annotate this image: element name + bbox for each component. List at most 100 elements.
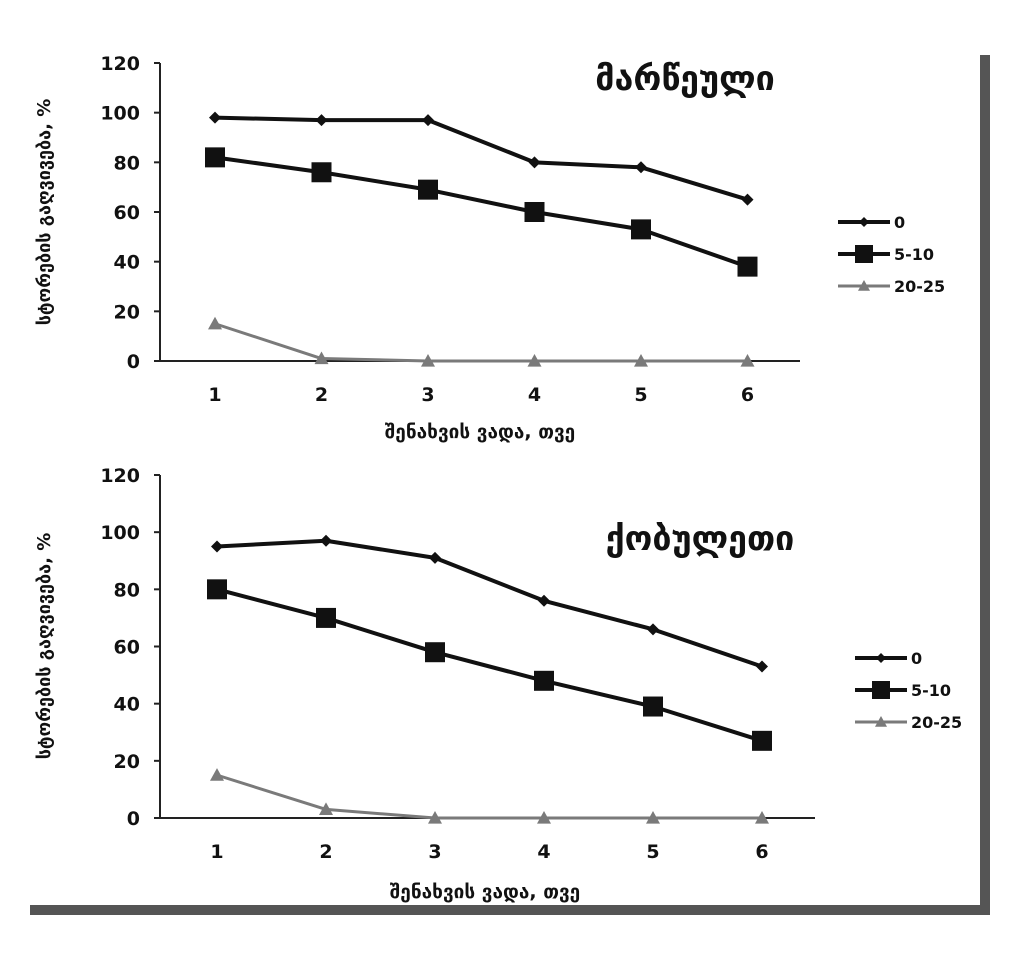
legend-label: 5-10: [894, 245, 934, 264]
legend-label: 0: [894, 213, 905, 232]
frame-shadow-bottom: [30, 905, 990, 915]
legend-marker: [858, 280, 870, 291]
y-tick-label: 0: [127, 808, 140, 830]
y-tick-label: 80: [114, 579, 140, 601]
series-0: [209, 111, 754, 206]
data-point: [311, 162, 332, 183]
data-point: [537, 811, 551, 824]
x-axis-label: შენახვის ვადა, თვე: [385, 421, 575, 443]
y-tick-label: 100: [100, 103, 140, 125]
legend-label: 20-25: [911, 713, 962, 732]
series-line: [216, 587, 763, 743]
data-point: [528, 156, 541, 169]
legend-marker: [859, 217, 869, 227]
legend-marker: [855, 245, 873, 263]
legend-marker: [872, 681, 890, 699]
chart-title: მარწეული: [595, 59, 775, 99]
legend-marker: [875, 716, 887, 727]
legend-marker: [876, 653, 886, 663]
legend-entry-0: 0: [838, 213, 905, 232]
x-tick-label: 2: [315, 384, 328, 406]
data-point: [527, 354, 542, 367]
chart-title: ქობულეთი: [606, 519, 795, 559]
data-point: [418, 179, 438, 200]
x-tick-label: 1: [208, 384, 221, 406]
data-point: [643, 696, 663, 717]
legend-entry-5-10: 5-10: [838, 245, 934, 264]
y-tick-label: 60: [114, 202, 140, 224]
data-point: [422, 114, 434, 127]
data-point: [211, 540, 223, 553]
data-point: [421, 354, 435, 367]
y-tick-label: 120: [100, 53, 140, 75]
legend-entry-5-10: 5-10: [855, 681, 951, 700]
y-tick-label: 20: [114, 751, 140, 773]
legend-entry-20-25: 20-25: [855, 713, 962, 732]
x-tick-label: 3: [428, 841, 441, 863]
x-tick-label: 6: [755, 841, 768, 863]
series-line: [214, 322, 748, 363]
chart-panel-2: 0 20 40 60 80 100 120 1 2 3 4 5 6 ქობულეთი შენახვის ვა…: [34, 465, 962, 903]
data-point: [737, 256, 758, 277]
frame-shadow-right: [980, 55, 990, 915]
x-tick-label: 5: [646, 841, 659, 863]
y-axis-label: სტორების გაღვივება, %: [34, 533, 55, 760]
series-20-25: [208, 316, 755, 367]
x-axis-label: შენახვის ვადა, თვე: [390, 881, 580, 903]
series-5-10: [205, 147, 758, 277]
series-5-10: [207, 579, 772, 751]
data-point: [741, 193, 754, 206]
y-tick-label: 40: [114, 694, 140, 716]
data-point: [646, 811, 660, 824]
legend-entry-0: 0: [855, 649, 922, 668]
x-tick-label: 6: [741, 384, 754, 406]
x-tick-label: 4: [537, 841, 550, 863]
series-line: [216, 773, 762, 820]
data-point: [524, 202, 545, 222]
y-axis-label: სტორების გაღვივება, %: [34, 99, 55, 326]
legend-entry-20-25: 20-25: [838, 277, 945, 296]
data-point: [755, 811, 769, 824]
data-point: [752, 730, 772, 751]
data-point: [647, 623, 659, 636]
y-tick-label: 100: [100, 522, 140, 544]
series-line: [214, 115, 749, 202]
data-point: [205, 147, 225, 168]
data-point: [635, 161, 647, 174]
y-tick-label: 0: [127, 351, 140, 373]
legend-label: 0: [911, 649, 922, 668]
data-point: [631, 219, 651, 240]
data-point: [534, 670, 554, 691]
data-point: [428, 811, 442, 824]
chart-panel-1: 0 20 40 60 80 100 120 1 2 3 4 5 6 მარწეული შენახვის ვა…: [34, 53, 945, 443]
y-tick-label: 60: [114, 637, 140, 659]
x-tick-label: 3: [421, 384, 434, 406]
series-line: [216, 538, 763, 669]
y-tick-label: 120: [100, 465, 140, 487]
data-point: [429, 551, 441, 564]
series-line: [214, 155, 749, 269]
data-point: [740, 354, 755, 367]
data-point: [425, 642, 445, 663]
data-point: [209, 111, 221, 124]
data-point: [320, 534, 332, 547]
y-tick-label: 80: [114, 152, 140, 174]
x-tick-label: 2: [319, 841, 332, 863]
data-point: [756, 660, 768, 673]
y-tick-label: 40: [114, 252, 140, 274]
data-point: [314, 351, 329, 365]
data-point: [319, 802, 333, 816]
x-tick-label: 1: [210, 841, 223, 863]
data-point: [208, 316, 222, 330]
y-tick-label: 20: [114, 301, 140, 323]
data-point: [210, 768, 224, 781]
data-point: [538, 594, 550, 607]
series-20-25: [210, 768, 769, 824]
data-point: [315, 114, 328, 127]
legend-label: 20-25: [894, 277, 945, 296]
x-tick-label: 4: [528, 384, 541, 406]
x-tick-label: 5: [634, 384, 647, 406]
data-point: [316, 607, 336, 628]
